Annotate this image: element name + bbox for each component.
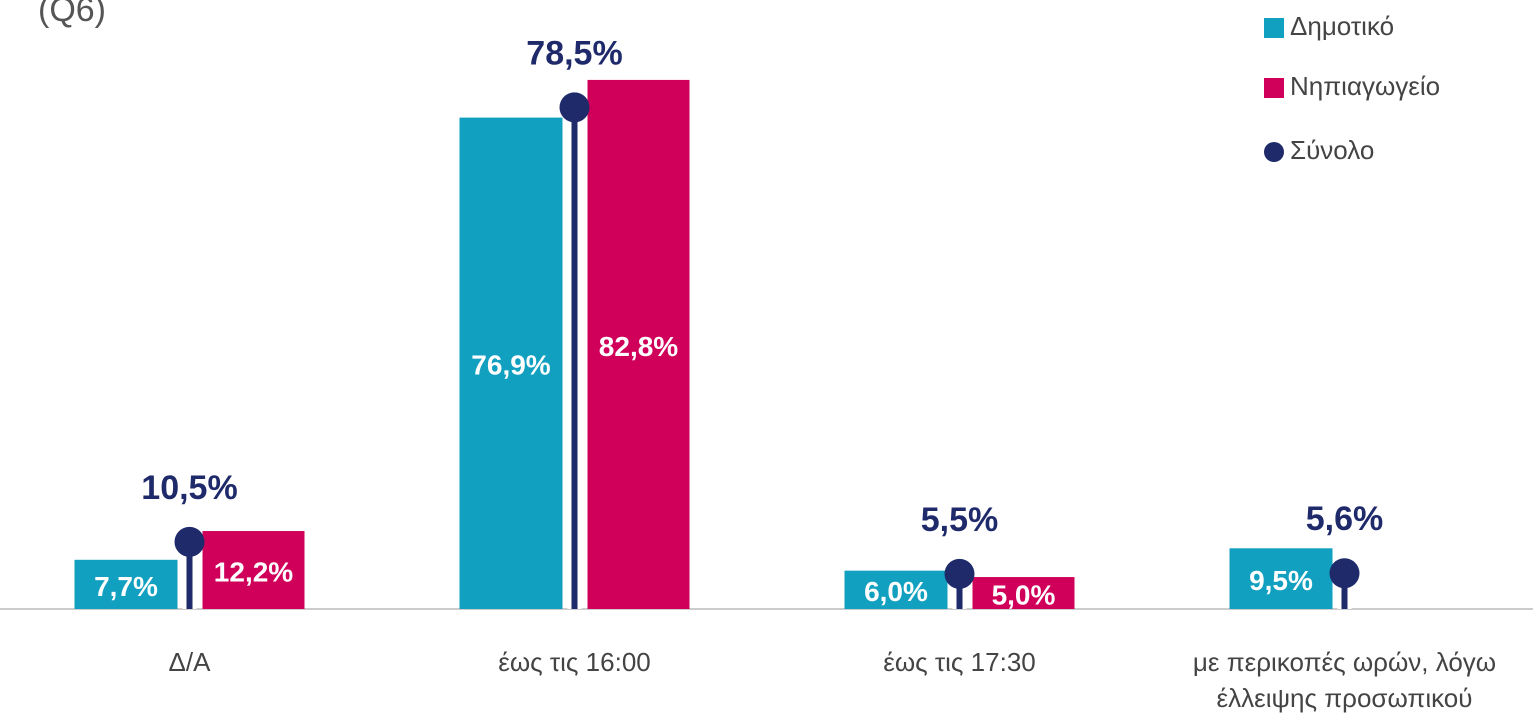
legend-label: Δημοτικό: [1290, 11, 1394, 41]
data-label: 9,5%: [1249, 565, 1313, 596]
bar: [587, 79, 690, 609]
bar: [844, 570, 948, 609]
x-tick-label: έως τις 17:30: [883, 647, 1036, 677]
x-tick-label: έως τις 16:00: [498, 647, 651, 677]
dot: [559, 92, 590, 123]
dot: [174, 526, 205, 557]
data-label: 7,7%: [94, 571, 158, 602]
x-tick-label: με περικοπές ωρών, λόγω έλλειψης προσωπι…: [1192, 647, 1497, 713]
legend-swatch: [1264, 18, 1284, 38]
legend-swatch: [1264, 78, 1284, 98]
data-label: 10,5%: [141, 469, 237, 507]
bar: [459, 117, 563, 609]
data-label: 5,6%: [1306, 500, 1384, 538]
dot: [1329, 558, 1360, 589]
bar: [74, 559, 178, 609]
legend-label: Νηπιαγωγείο: [1290, 71, 1440, 101]
bar: [202, 531, 305, 609]
data-label: 76,9%: [471, 350, 550, 381]
dot: [944, 558, 975, 589]
legend-swatch: [1264, 142, 1284, 162]
data-label: 82,8%: [599, 331, 678, 362]
bar: [1229, 548, 1333, 609]
bar: [972, 577, 1075, 609]
chart-subtitle: (Q6): [38, 0, 106, 29]
x-tick-label: Δ/Α: [168, 647, 211, 677]
data-label: 5,5%: [921, 501, 999, 539]
data-label: 78,5%: [526, 34, 622, 72]
data-label: 5,0%: [992, 579, 1056, 610]
data-label: 6,0%: [864, 576, 928, 607]
legend-label: Σύνολο: [1290, 135, 1374, 165]
data-label: 12,2%: [214, 556, 293, 587]
